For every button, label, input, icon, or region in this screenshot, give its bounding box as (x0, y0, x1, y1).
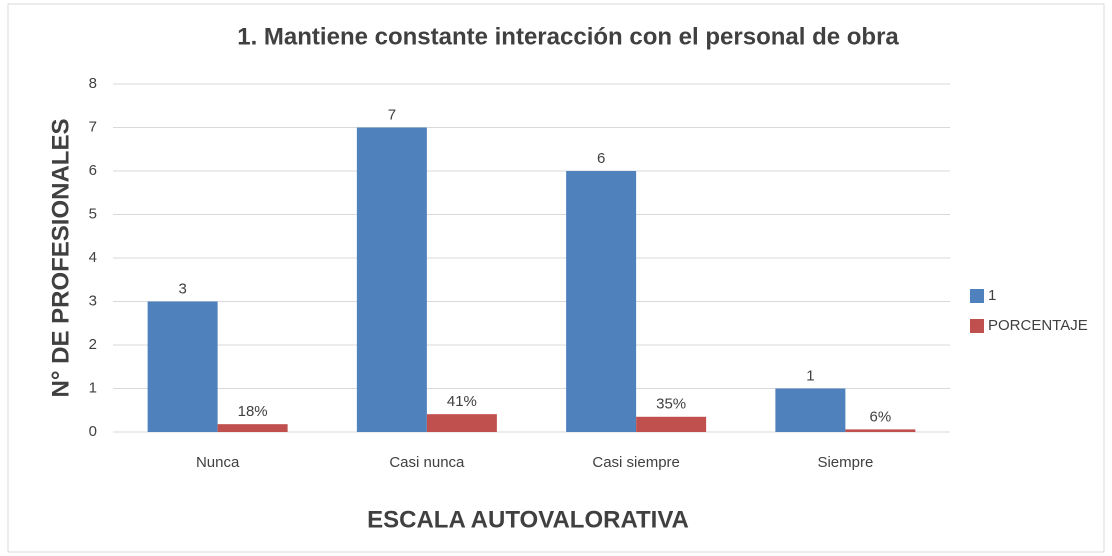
x-tick-label: Casi siempre (592, 454, 680, 471)
legend-label: PORCENTAJE (988, 317, 1088, 334)
y-tick-label: 2 (89, 336, 97, 353)
y-tick-label: 8 (89, 75, 97, 92)
legend-label: 1 (988, 287, 996, 304)
data-label: 41% (447, 393, 477, 410)
data-label: 6% (870, 408, 892, 425)
bar (217, 424, 288, 432)
y-tick-label: 7 (89, 118, 97, 135)
x-axis-label: ESCALA AUTOVALORATIVA (367, 506, 689, 533)
bar (566, 171, 637, 432)
chart-border (7, 3, 1105, 553)
bar (356, 127, 427, 432)
x-tick-label: Casi nunca (389, 454, 465, 471)
y-tick-label: 1 (89, 379, 97, 396)
legend-swatch (970, 289, 984, 303)
data-label: 7 (388, 106, 396, 123)
data-label: 18% (238, 403, 268, 420)
data-label: 3 (178, 280, 186, 297)
y-tick-label: 0 (89, 423, 97, 440)
x-tick-label: Siempre (817, 454, 873, 471)
legend-swatch (970, 319, 984, 333)
y-tick-label: 5 (89, 205, 97, 222)
chart-title: 1. Mantiene constante interacción con el… (237, 23, 899, 50)
data-label: 1 (806, 367, 814, 384)
x-tick-label: Nunca (196, 454, 240, 471)
y-axis-label: N° DE PROFESIONALES (47, 119, 74, 398)
bar (426, 414, 497, 432)
y-tick-label: 3 (89, 292, 97, 309)
bar (147, 301, 218, 432)
bar (845, 429, 916, 432)
bar (775, 388, 846, 432)
data-label: 35% (656, 396, 686, 413)
data-label: 6 (597, 150, 605, 167)
y-tick-label: 4 (89, 249, 97, 266)
bar (636, 416, 707, 432)
y-tick-label: 6 (89, 162, 97, 179)
